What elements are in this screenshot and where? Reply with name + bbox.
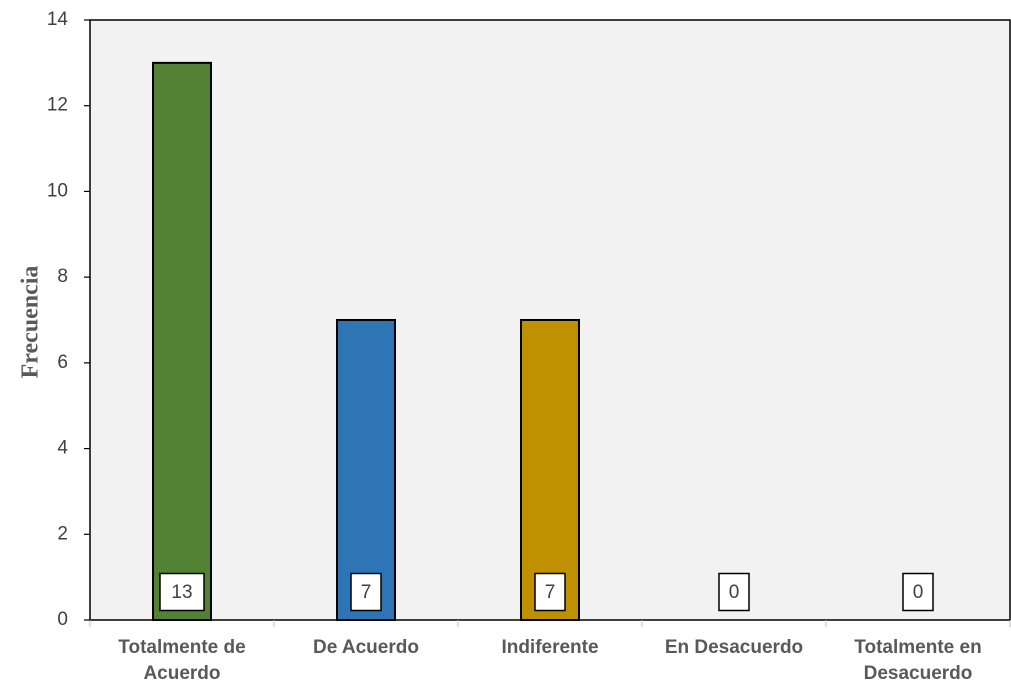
data-label-box-4: [902, 572, 934, 612]
data-label-box-3: [718, 572, 750, 612]
x-tick-label-2-line-0: Indiferente: [501, 637, 598, 658]
y-tick-label-6: 6: [57, 352, 68, 373]
x-tick-label-0-line-1: Acuerdo: [143, 663, 220, 684]
data-label-box-1: [350, 572, 382, 612]
y-tick-label-14: 14: [47, 9, 69, 30]
x-tick-label-0: Totalmente de Acuerdo: [118, 637, 245, 684]
y-tick-label-12: 12: [47, 95, 68, 116]
y-tick-label-4: 4: [57, 438, 68, 459]
data-labels: 13 7 7 0 0: [159, 572, 934, 612]
x-tick-label-3: En Desacuerdo: [665, 637, 803, 658]
bar-1: [336, 319, 396, 621]
x-tick-label-0-line-0: Totalmente de: [118, 637, 245, 658]
x-tick-label-4-line-0: Totalmente en: [854, 637, 981, 658]
y-tick-label-2: 2: [57, 523, 68, 544]
x-axis-labels: Totalmente de Acuerdo De Acuerdo Indiferent…: [118, 637, 981, 684]
x-tick-label-1-line-0: De Acuerdo: [313, 637, 419, 658]
data-label-2: 7: [545, 582, 556, 603]
x-tick-label-4-line-1: Desacuerdo: [864, 663, 973, 684]
bars: [152, 61, 580, 622]
data-label-3: 0: [729, 582, 740, 603]
bar-2: [520, 319, 580, 621]
y-axis-title: Frecuencia: [18, 266, 44, 379]
data-label-box-0: [159, 572, 205, 612]
data-label-box-2: [534, 572, 566, 612]
x-tick-label-4: Totalmente en Desacuerdo: [854, 637, 981, 684]
y-tick-label-8: 8: [57, 266, 68, 287]
x-tick-label-2: Indiferente: [501, 637, 598, 658]
x-tick-label-3-line-0: En Desacuerdo: [665, 637, 803, 658]
data-label-1: 7: [361, 582, 372, 603]
bar-0: [152, 61, 212, 622]
data-label-0: 13: [171, 582, 192, 603]
y-axis-ticks: 0 2 4 6 8 10 12 14: [47, 9, 90, 630]
x-axis-ticks: [89, 620, 1011, 627]
y-tick-label-10: 10: [47, 180, 68, 201]
y-tick-label-0: 0: [57, 609, 68, 630]
data-label-4: 0: [913, 582, 924, 603]
x-tick-label-1: De Acuerdo: [313, 637, 419, 658]
